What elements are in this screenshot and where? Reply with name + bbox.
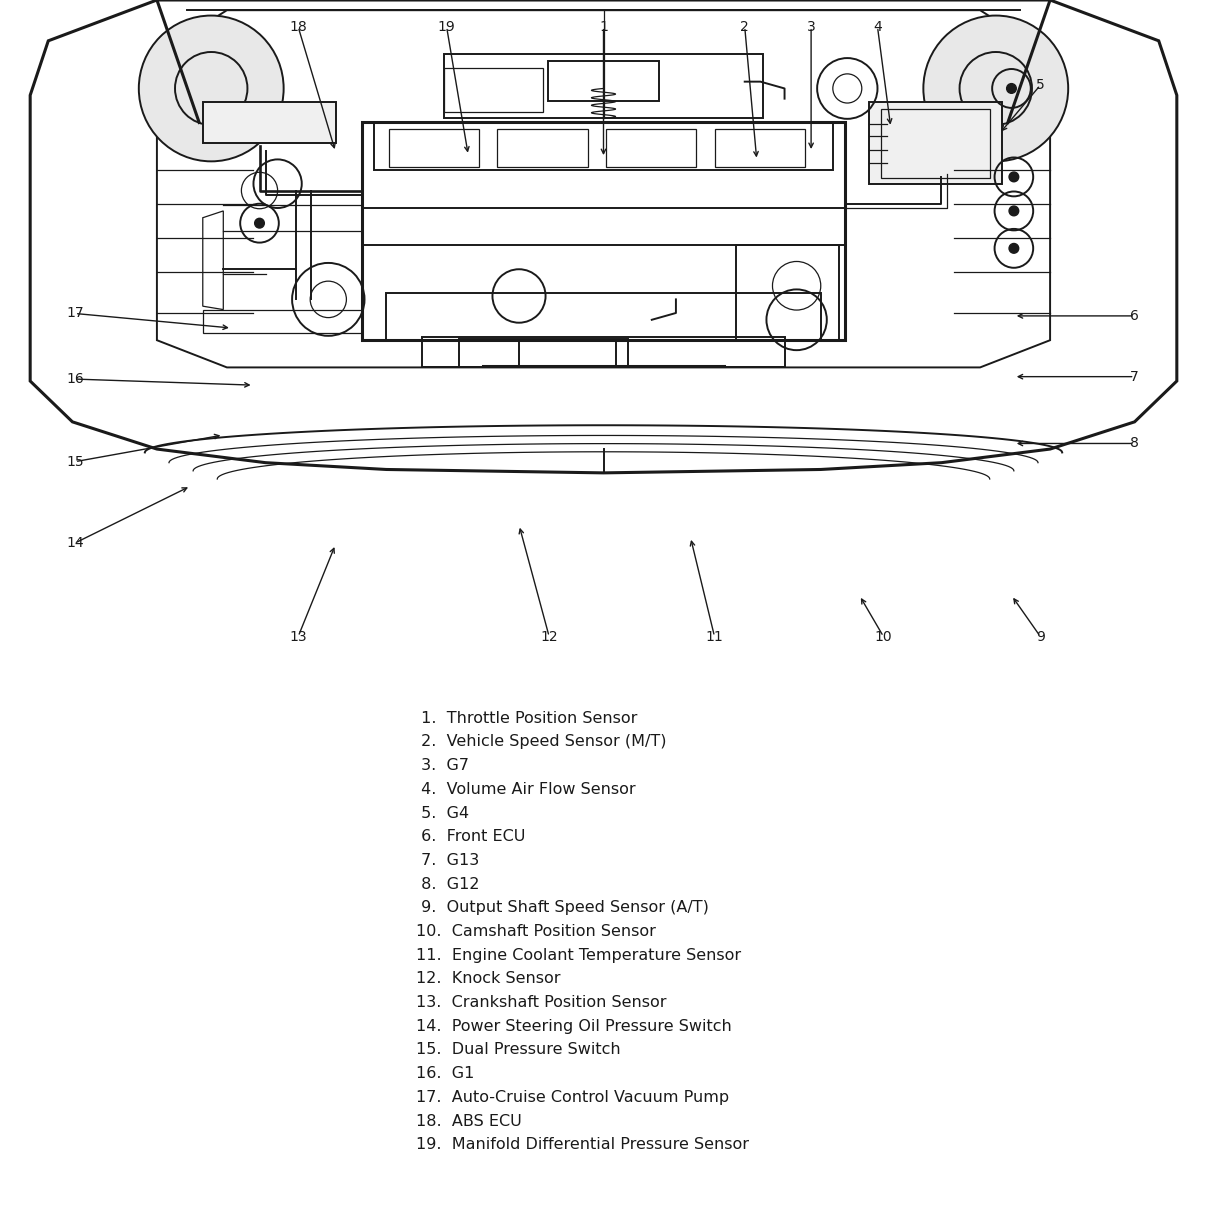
Text: 10.  Camshaft Position Sensor: 10. Camshaft Position Sensor [416,923,657,939]
Bar [497,129,588,166]
Text: 13.  Crankshaft Position Sensor: 13. Crankshaft Position Sensor [416,995,667,1010]
Text: 9.  Output Shaft Speed Sensor (A/T): 9. Output Shaft Speed Sensor (A/T) [416,900,710,915]
Text: 1: 1 [599,19,608,34]
Text: 15.  Dual Pressure Switch: 15. Dual Pressure Switch [416,1042,622,1057]
Text: 8: 8 [1130,436,1139,451]
Text: 3.  G7: 3. G7 [416,758,470,773]
Text: 4.  Volume Air Flow Sensor: 4. Volume Air Flow Sensor [416,782,636,797]
Bar [386,293,821,340]
Circle shape [1009,243,1019,253]
Text: 7.  G13: 7. G13 [416,853,479,868]
Text: 15: 15 [66,454,83,469]
Text: 18: 18 [290,19,307,34]
Text: 11: 11 [706,629,723,644]
Bar [389,129,479,166]
Text: 13: 13 [290,629,307,644]
Text: 9: 9 [1036,629,1045,644]
Bar [869,102,1002,183]
Text: 4: 4 [873,19,882,34]
Circle shape [1009,173,1019,182]
Text: 11.  Engine Coolant Temperature Sensor: 11. Engine Coolant Temperature Sensor [416,948,741,962]
Bar [444,68,543,112]
Text: 16.  G1: 16. G1 [416,1067,474,1081]
Text: 17: 17 [66,306,83,321]
Text: 17.  Auto-Cruise Control Vacuum Pump: 17. Auto-Cruise Control Vacuum Pump [416,1090,729,1104]
Text: 10: 10 [875,629,892,644]
Text: 3: 3 [806,19,816,34]
Text: 5: 5 [1036,78,1045,92]
Text: 19.  Manifold Differential Pressure Sensor: 19. Manifold Differential Pressure Senso… [416,1137,750,1152]
Circle shape [255,219,264,228]
Circle shape [923,16,1068,162]
Bar [374,123,833,170]
Text: 7: 7 [1130,369,1139,384]
Text: 2: 2 [740,19,750,34]
Text: 8.  G12: 8. G12 [416,877,480,892]
Bar [715,129,805,166]
Text: 12: 12 [541,629,558,644]
Text: 14.  Power Steering Oil Pressure Switch: 14. Power Steering Oil Pressure Switch [416,1018,733,1034]
Text: 12.  Knock Sensor: 12. Knock Sensor [416,972,561,987]
Text: 1.  Throttle Position Sensor: 1. Throttle Position Sensor [416,711,637,725]
Bar [459,339,628,367]
Text: 14: 14 [66,536,83,550]
Bar [362,123,845,340]
Bar [444,55,763,118]
Bar [736,245,839,340]
Bar [203,102,336,143]
Text: 5.  G4: 5. G4 [416,806,470,820]
Circle shape [1009,207,1019,216]
Text: 16: 16 [66,372,83,386]
Text: 18.  ABS ECU: 18. ABS ECU [416,1114,523,1129]
Text: 19: 19 [438,19,455,34]
Bar [606,129,696,166]
Bar [422,337,785,367]
Text: 6.  Front ECU: 6. Front ECU [416,829,526,844]
Circle shape [1007,84,1016,94]
Bar [881,109,990,179]
Bar [548,61,659,101]
Text: 6: 6 [1130,309,1139,323]
Text: 2.  Vehicle Speed Sensor (M/T): 2. Vehicle Speed Sensor (M/T) [416,734,667,750]
Circle shape [139,16,284,162]
